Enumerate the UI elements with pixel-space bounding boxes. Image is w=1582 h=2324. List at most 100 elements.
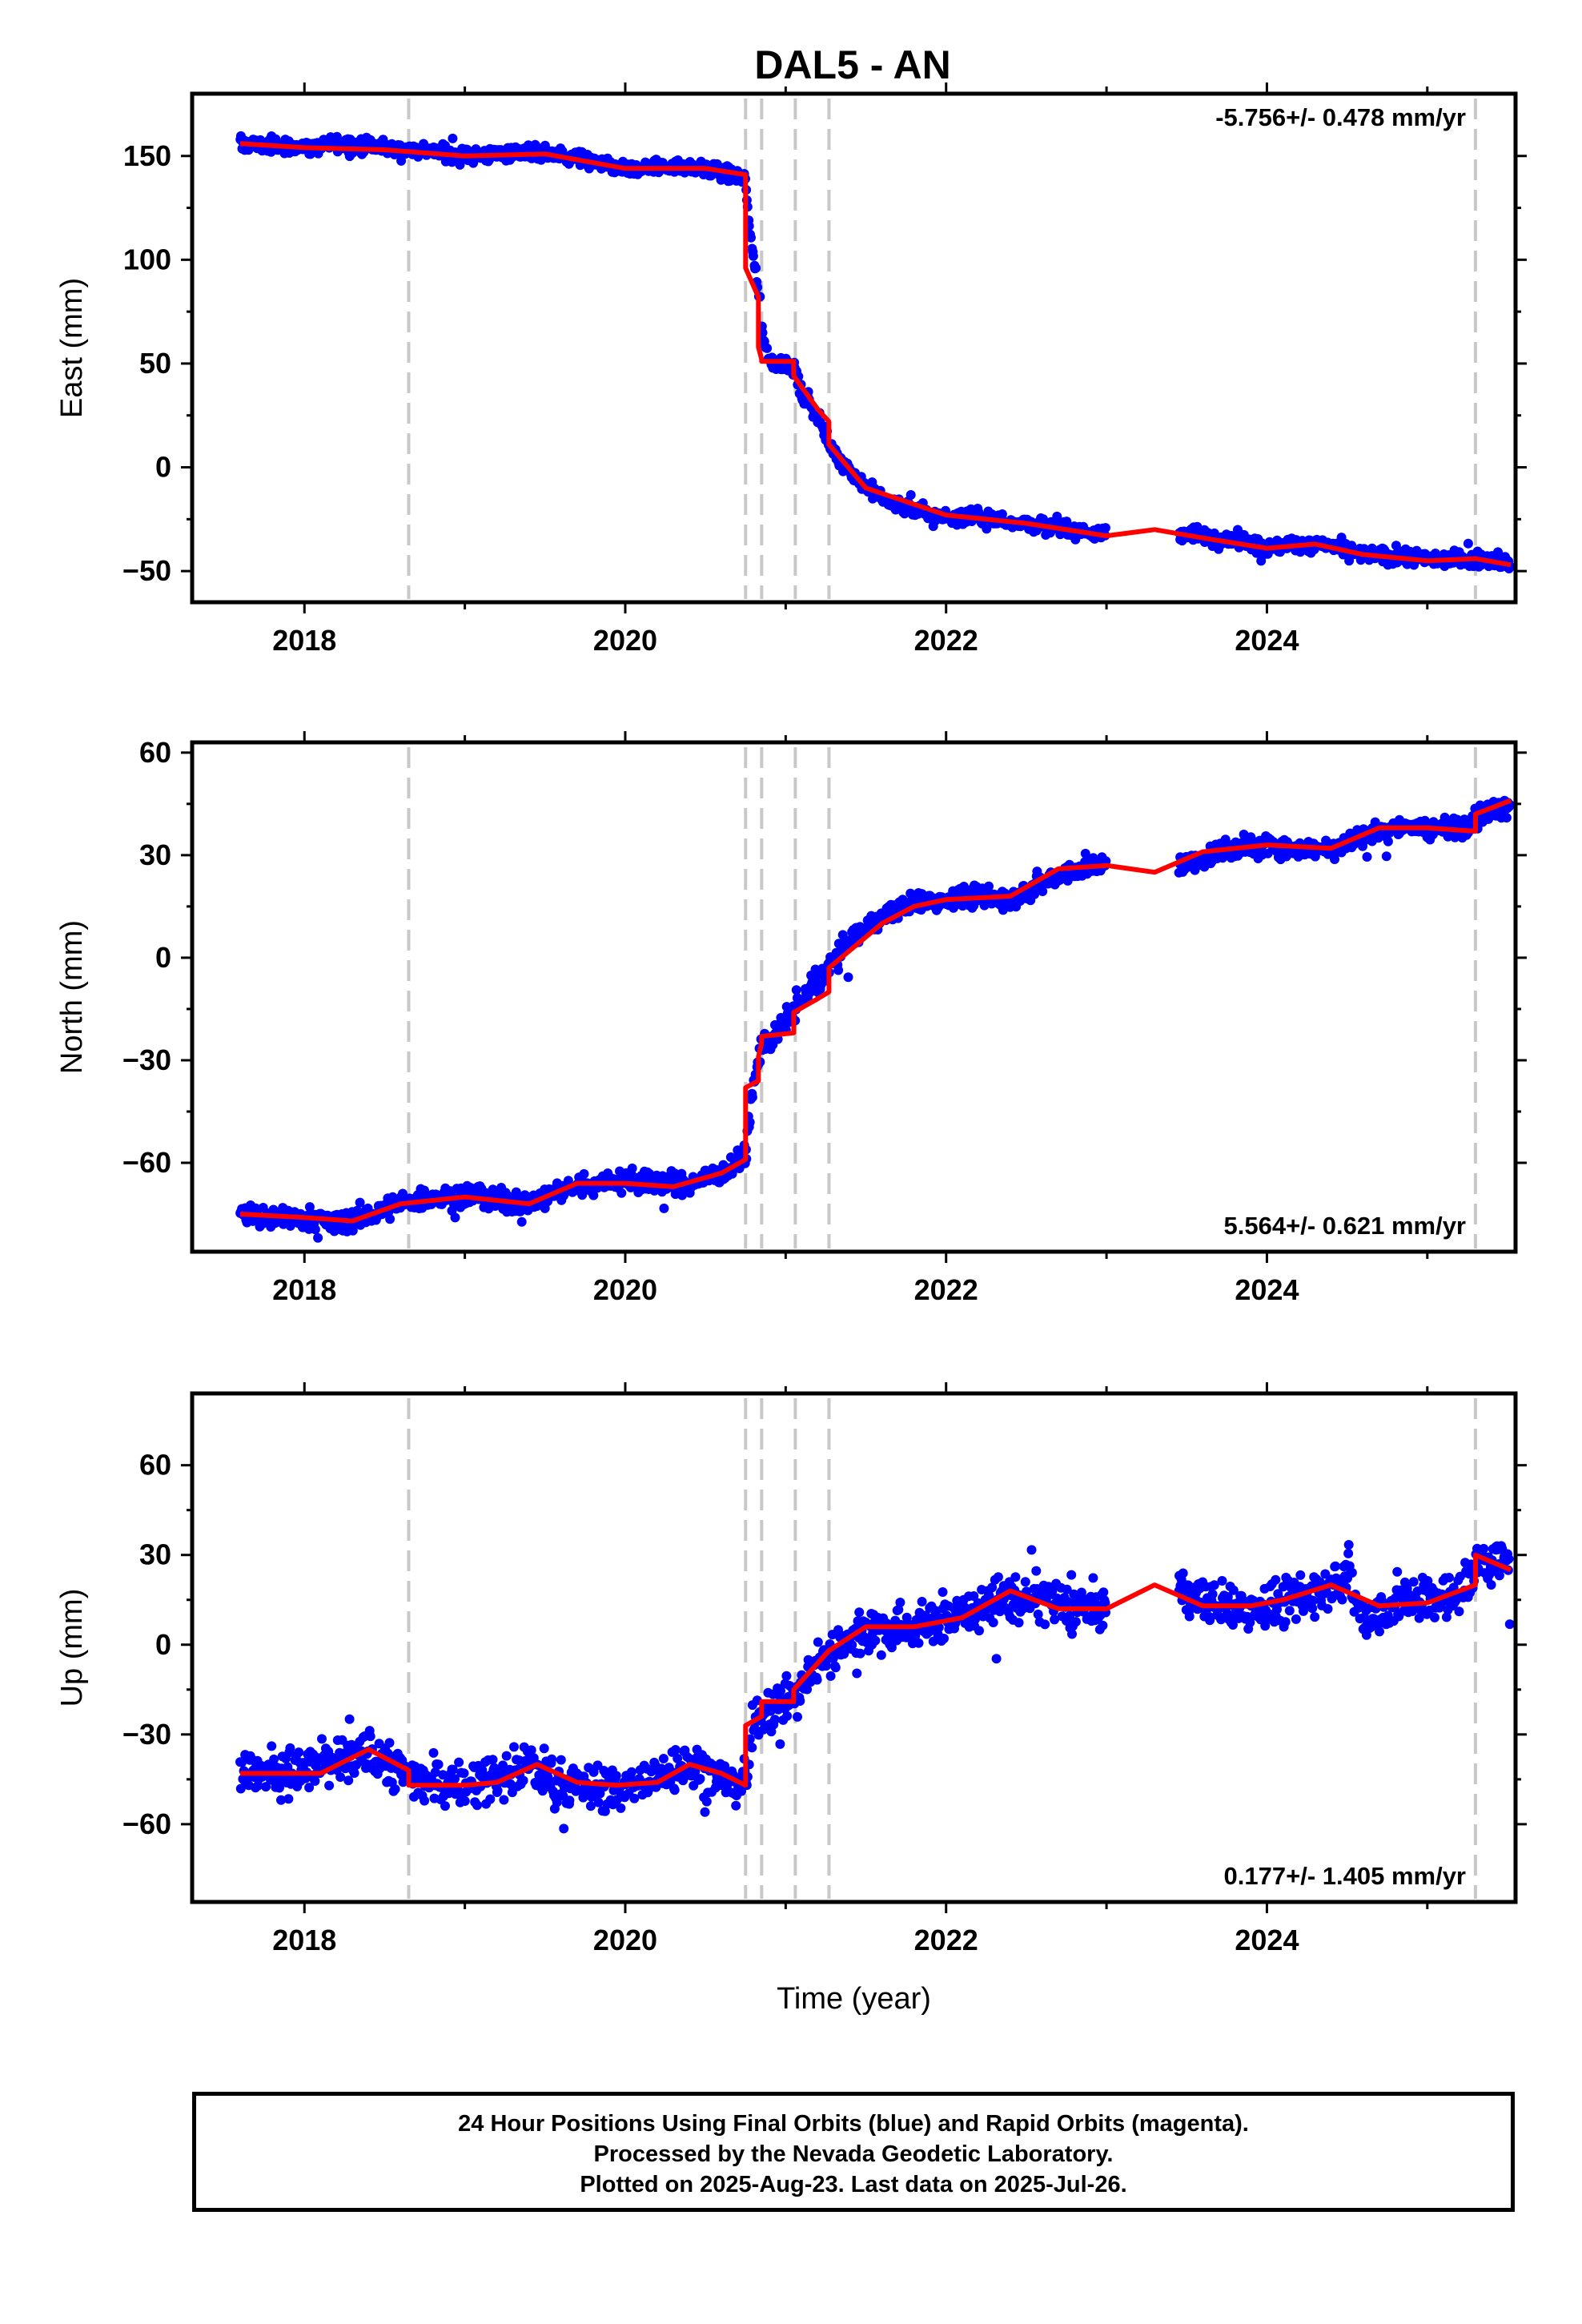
east-scatter — [235, 131, 1515, 573]
up-point — [448, 1764, 458, 1775]
up-point — [285, 1743, 295, 1753]
up-point — [600, 1806, 610, 1816]
up-point — [310, 1776, 320, 1786]
up-point — [1337, 1594, 1347, 1605]
north-ytick-label: 0 — [155, 941, 171, 974]
up-point — [450, 1774, 460, 1784]
up-point — [343, 1775, 354, 1786]
up-point — [324, 1780, 335, 1791]
up-point — [556, 1755, 566, 1765]
up-point — [1076, 1587, 1086, 1598]
footer-line-1: 24 Hour Positions Using Final Orbits (bl… — [458, 2111, 1249, 2137]
up-point — [847, 1640, 857, 1651]
up-point — [261, 1782, 271, 1792]
up-point — [509, 1742, 519, 1752]
north-point — [1381, 851, 1391, 862]
east-point — [1256, 556, 1267, 566]
up-point — [552, 1797, 562, 1807]
up-fit-line — [240, 1552, 1512, 1788]
up-point — [616, 1803, 626, 1813]
up-point — [526, 1745, 536, 1755]
up-point — [1295, 1570, 1306, 1580]
up-point — [731, 1800, 741, 1811]
up-point — [1217, 1576, 1227, 1586]
up-point — [485, 1794, 496, 1804]
up-point — [611, 1771, 621, 1781]
up-point — [1050, 1614, 1060, 1625]
up-point — [433, 1759, 444, 1770]
up-rate-label: 0.177+/- 1.405 mm/yr — [1224, 1862, 1466, 1890]
up-point — [518, 1775, 528, 1786]
north-point — [843, 972, 853, 983]
north-rate-label: 5.564+/- 0.621 mm/yr — [1224, 1212, 1466, 1240]
north-ytick-label: 30 — [139, 838, 171, 871]
up-point — [695, 1774, 705, 1784]
up-point — [1479, 1543, 1489, 1554]
up-point — [1207, 1589, 1218, 1599]
east-panel: −50 0 50 100 150 2018 2020 2022 2024 East (mm) -5.… — [55, 82, 1527, 657]
east-point — [982, 524, 992, 534]
up-point — [852, 1668, 862, 1679]
up-point — [969, 1591, 979, 1601]
east-rate-label: -5.756+/- 0.478 mm/yr — [1215, 103, 1466, 131]
up-point — [991, 1654, 1002, 1664]
east-ytick-label: 100 — [123, 243, 171, 275]
up-point — [1271, 1574, 1281, 1585]
up-point — [1504, 1554, 1514, 1564]
up-point — [1299, 1606, 1308, 1616]
up-point — [592, 1760, 603, 1771]
up-point — [1062, 1596, 1073, 1606]
up-point — [1430, 1612, 1439, 1622]
up-xtick-label: 2020 — [593, 1924, 657, 1956]
up-point — [1184, 1611, 1195, 1622]
up-point — [1209, 1580, 1219, 1590]
east-point — [748, 251, 758, 261]
up-point — [1178, 1568, 1188, 1578]
up-point — [987, 1582, 998, 1593]
up-point — [854, 1607, 865, 1618]
up-point — [237, 1757, 247, 1767]
up-point — [1031, 1566, 1042, 1576]
up-point — [349, 1768, 359, 1778]
up-point — [564, 1795, 575, 1806]
up-point — [1067, 1629, 1077, 1639]
up-point — [539, 1743, 549, 1754]
north-ytick-label: 60 — [139, 736, 171, 769]
east-ytick-label: 50 — [139, 347, 171, 380]
up-point — [876, 1650, 886, 1660]
up-point — [917, 1597, 927, 1606]
up-point — [626, 1767, 636, 1777]
north-point — [897, 895, 908, 905]
up-point — [1441, 1612, 1452, 1622]
north-ytick-label: −60 — [122, 1146, 171, 1179]
up-point — [430, 1767, 440, 1777]
east-xtick-label: 2024 — [1235, 624, 1299, 657]
up-point — [1088, 1573, 1098, 1583]
up-point — [1331, 1561, 1340, 1571]
up-point — [304, 1783, 315, 1793]
up-point — [593, 1797, 604, 1807]
east-point — [746, 232, 756, 243]
east-xtick-label: 2020 — [593, 624, 657, 657]
up-point — [499, 1795, 509, 1805]
up-point — [317, 1734, 327, 1744]
up-point — [669, 1785, 680, 1795]
up-point — [559, 1823, 569, 1834]
up-xtick-label: 2024 — [1235, 1924, 1299, 1956]
north-xtick-label: 2022 — [914, 1273, 978, 1306]
north-fit-line — [239, 798, 1512, 1224]
up-point — [765, 1706, 776, 1716]
up-point — [939, 1634, 949, 1643]
up-point — [782, 1711, 793, 1721]
east-ytick-label: −50 — [122, 554, 171, 587]
up-point — [492, 1785, 503, 1795]
up-point — [1062, 1584, 1072, 1594]
up-point — [1047, 1586, 1058, 1596]
north-panel: −60 −30 0 30 60 2018 2020 2022 2024 North (mm) 5.5… — [55, 731, 1527, 1306]
up-point — [988, 1618, 998, 1627]
footer-line-3: Plotted on 2025-Aug-23. Last data on 202… — [580, 2172, 1127, 2197]
up-point — [870, 1635, 881, 1646]
up-point — [812, 1675, 822, 1685]
up-point — [893, 1605, 904, 1614]
up-xtick-label: 2022 — [914, 1924, 978, 1956]
